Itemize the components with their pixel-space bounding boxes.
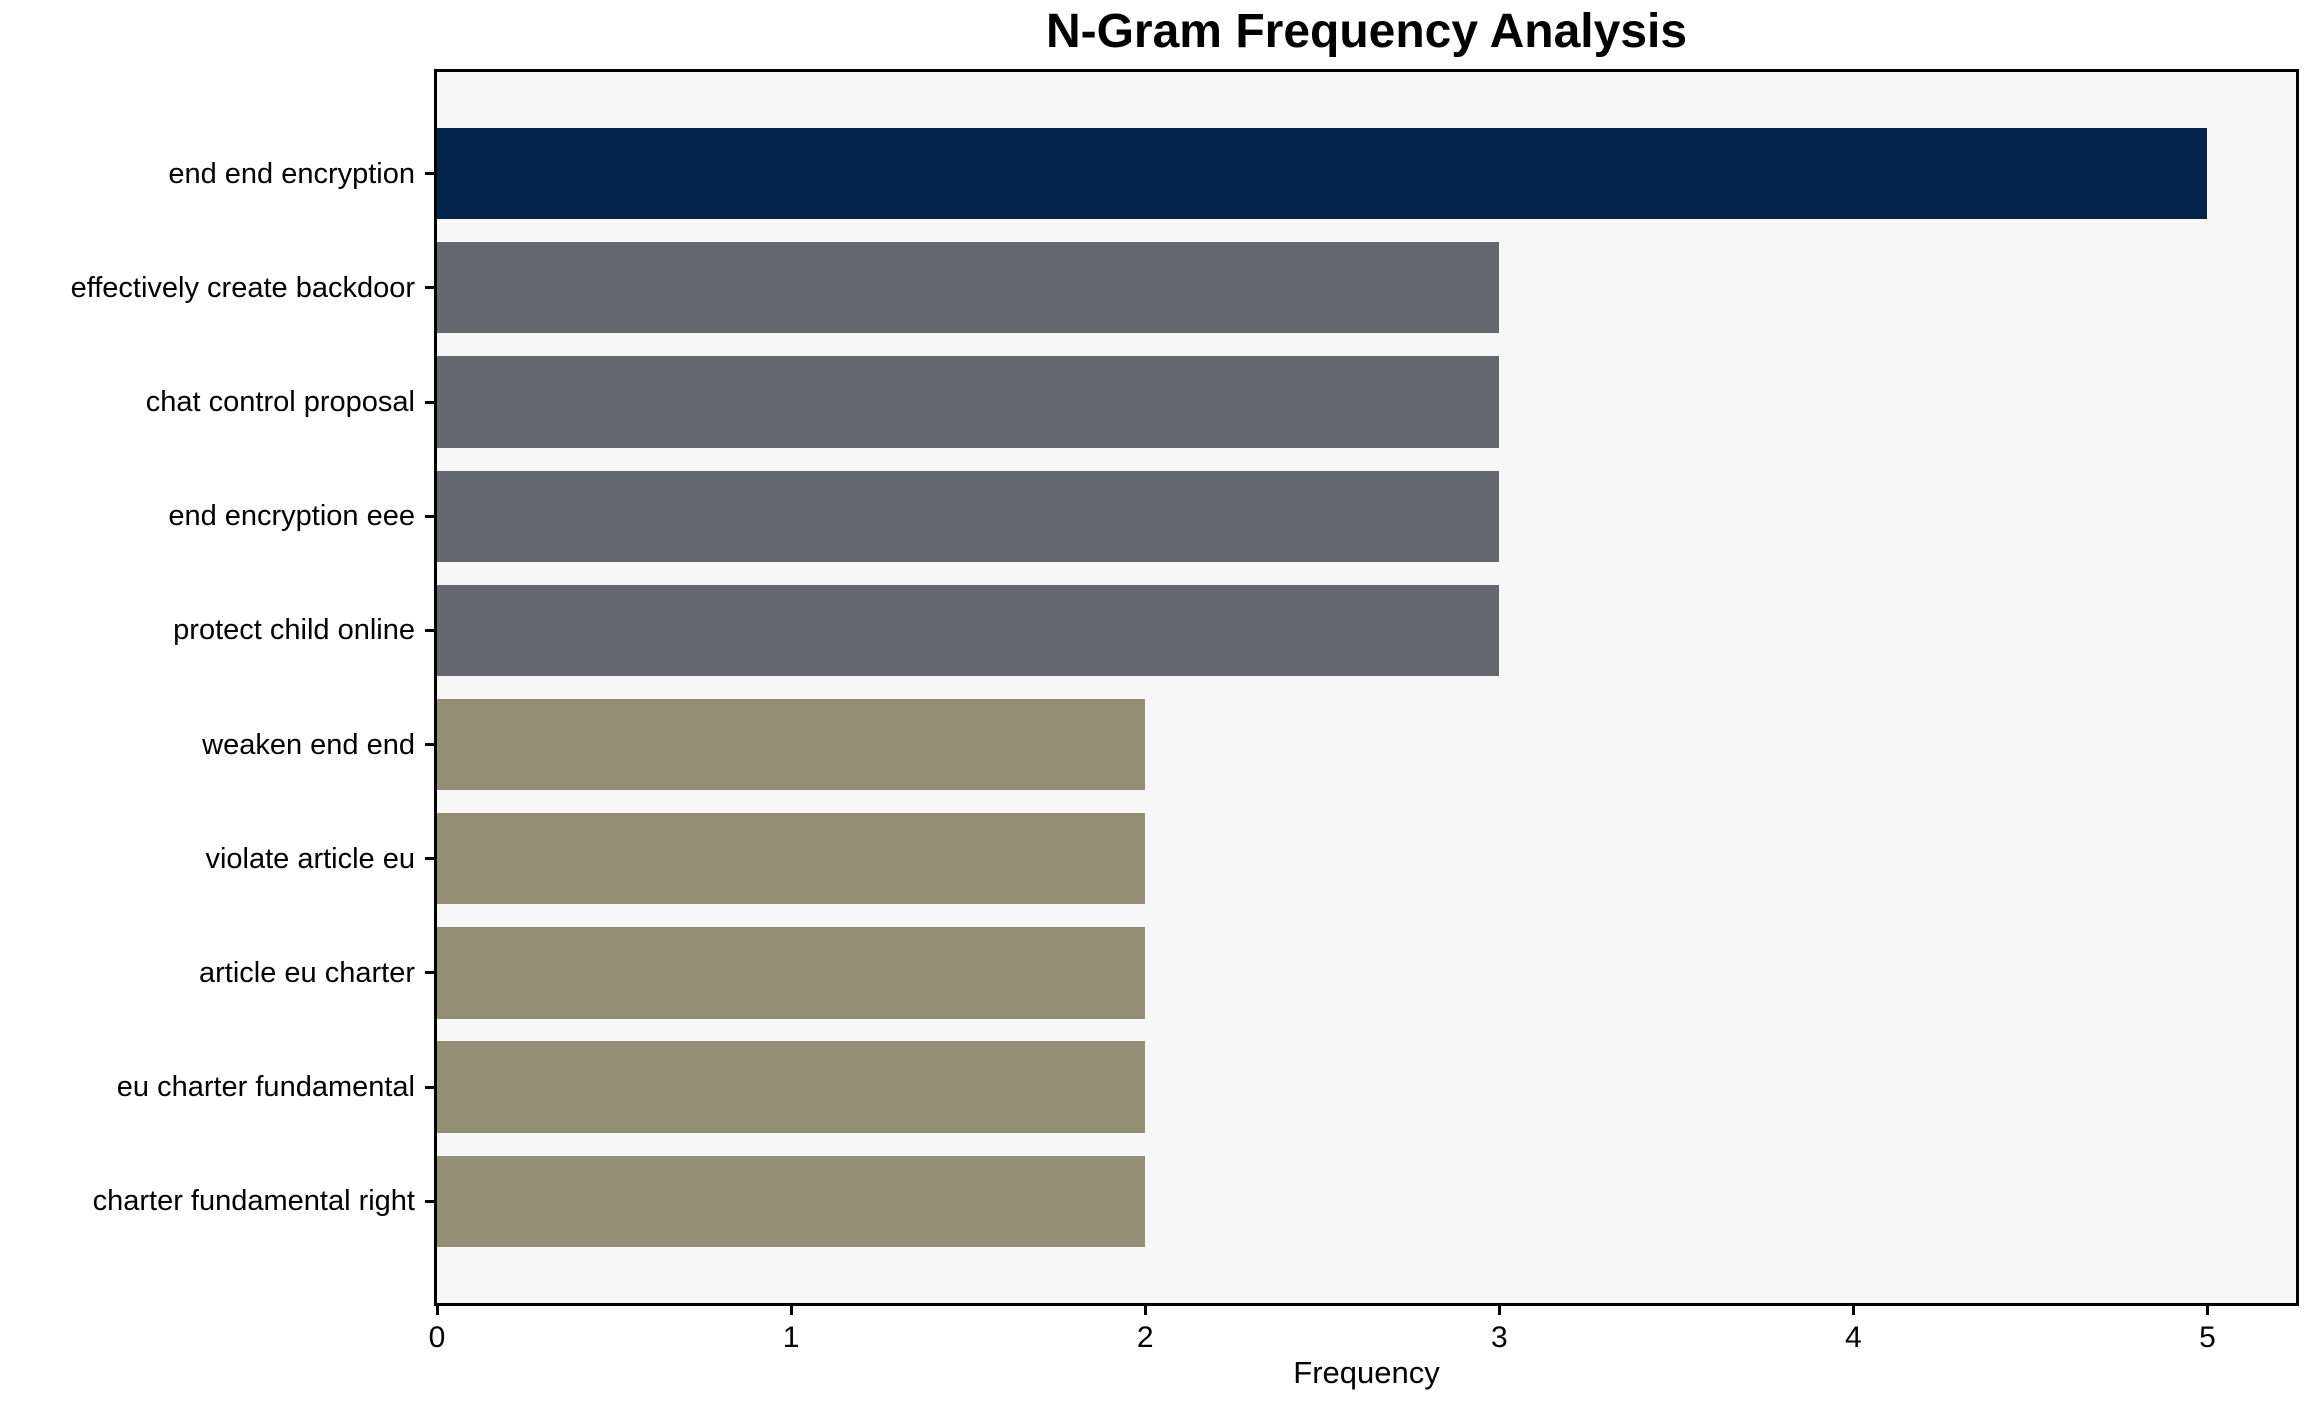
x-tick-label: 1 <box>782 1321 800 1354</box>
chart-title: N-Gram Frequency Analysis <box>1045 5 1688 58</box>
y-tick-label: weaken end end <box>202 728 415 761</box>
y-tick-mark <box>425 857 437 861</box>
bar <box>437 356 1500 448</box>
y-tick-label: protect child online <box>173 614 415 647</box>
x-tick-mark <box>789 1303 793 1315</box>
bar <box>437 242 1500 334</box>
x-tick-mark <box>1497 1303 1501 1315</box>
x-tick-label: 0 <box>428 1321 446 1354</box>
y-tick-mark <box>425 1085 437 1089</box>
bar <box>437 1041 1146 1133</box>
x-tick-mark <box>435 1303 439 1315</box>
y-tick-mark <box>425 400 437 404</box>
x-tick-label: 4 <box>1845 1321 1862 1354</box>
x-tick-label: 5 <box>2199 1321 2216 1354</box>
y-tick-label: eu charter fundamental <box>116 1071 415 1104</box>
x-axis-label: Frequency <box>1293 1355 1440 1390</box>
y-tick-mark <box>425 514 437 518</box>
y-tick-label: article eu charter <box>199 956 415 989</box>
y-tick-mark <box>425 971 437 975</box>
bar <box>437 698 1146 791</box>
y-tick-label: chat control proposal <box>145 386 415 419</box>
x-tick-mark <box>1851 1303 1855 1315</box>
y-tick-mark <box>425 743 437 747</box>
y-tick-mark <box>425 628 437 632</box>
bar <box>437 1155 1146 1248</box>
bar <box>437 470 1500 562</box>
y-tick-mark <box>425 1199 437 1203</box>
x-tick-label: 3 <box>1490 1321 1508 1354</box>
x-tick-label: 2 <box>1136 1321 1154 1354</box>
bar <box>437 927 1146 1019</box>
y-tick-mark <box>425 172 437 176</box>
y-tick-label: charter fundamental right <box>92 1185 415 1218</box>
x-tick-mark <box>2205 1303 2209 1315</box>
y-tick-label: end encryption eee <box>168 500 415 533</box>
y-tick-label: effectively create backdoor <box>70 271 415 304</box>
y-tick-label: violate article eu <box>205 842 415 875</box>
y-tick-label: end end encryption <box>168 157 415 190</box>
bar <box>437 127 2208 220</box>
bar <box>437 813 1146 905</box>
x-tick-mark <box>1143 1303 1147 1315</box>
bar <box>437 584 1500 677</box>
y-tick-mark <box>425 286 437 290</box>
